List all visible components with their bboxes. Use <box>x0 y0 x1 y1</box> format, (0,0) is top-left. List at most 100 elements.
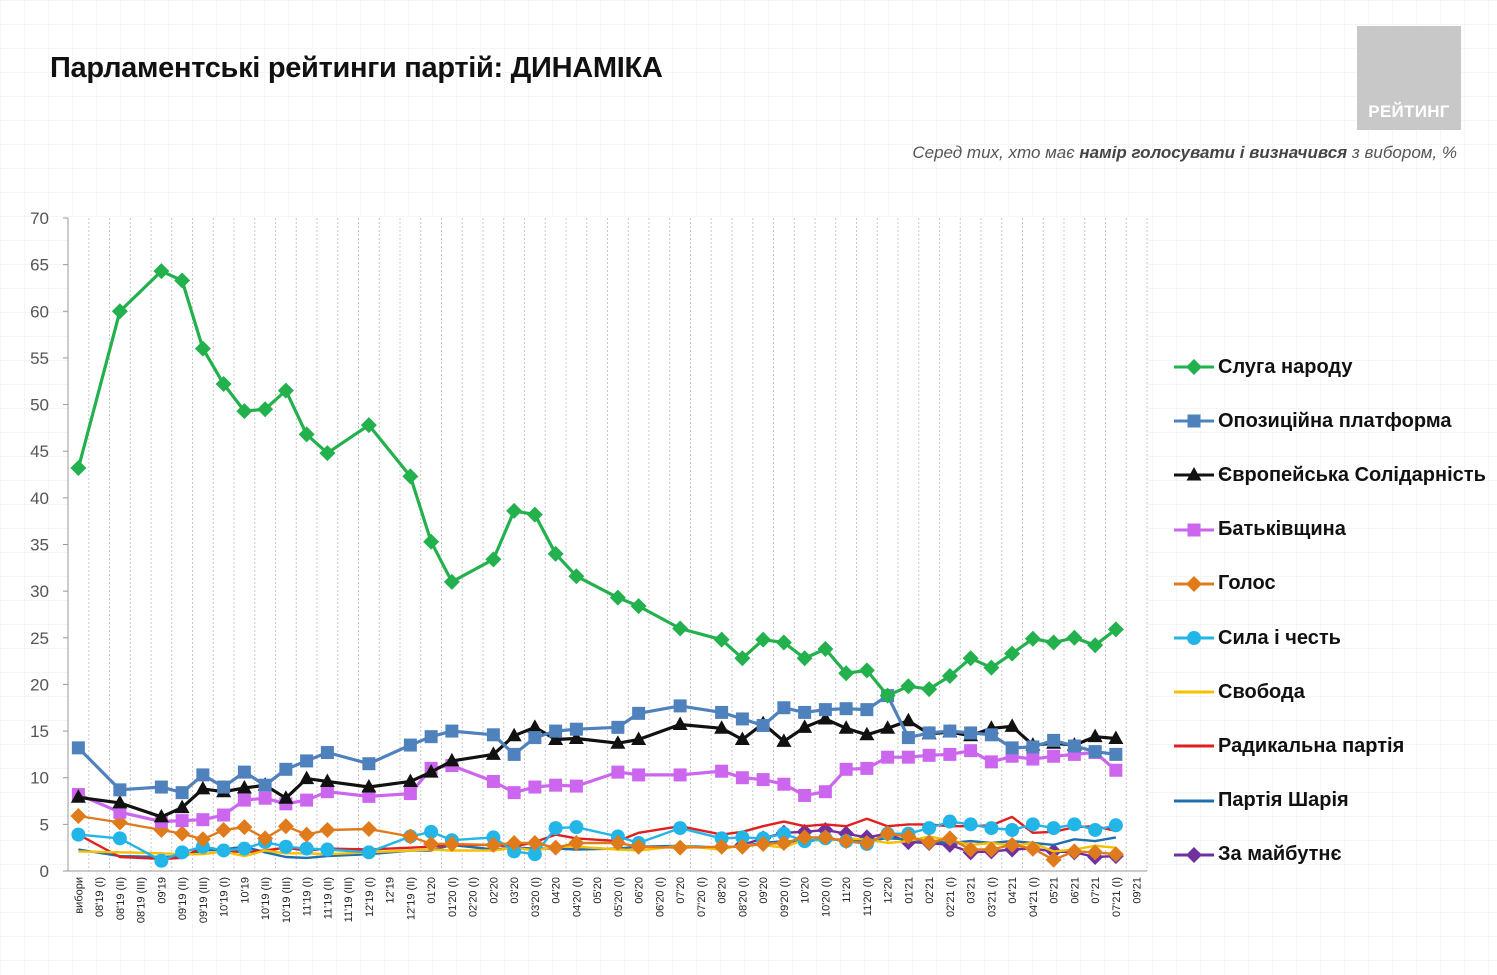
legend-label: Партія Шарія <box>1218 789 1349 812</box>
y-tick-label: 65 <box>30 256 49 275</box>
series-2-point <box>1004 718 1020 732</box>
series-2-point <box>859 726 875 741</box>
series-3-point <box>798 788 812 802</box>
series-5-point <box>548 821 563 836</box>
legend-swatch <box>1174 744 1214 748</box>
legend-label: Слуга народу <box>1218 355 1353 378</box>
series-1-point <box>735 712 749 726</box>
x-tick-label: 11'19 (III) <box>343 877 355 922</box>
series-4-point <box>609 835 626 852</box>
series-3-point <box>528 780 542 794</box>
series-1-point <box>71 741 85 755</box>
legend-swatch <box>1174 799 1214 803</box>
series-0-point <box>921 681 938 698</box>
x-tick-label: 10'20 <box>800 877 812 904</box>
x-tick-label: 12'19 (I) <box>364 877 376 917</box>
x-tick-label: 05'21 <box>1049 877 1061 904</box>
series-1-point <box>632 706 646 720</box>
y-tick-label: 50 <box>30 396 49 415</box>
series-0-point <box>236 403 253 420</box>
x-tick-label: 10'19 (II) <box>260 877 272 920</box>
series-2-point <box>174 799 190 814</box>
x-tick-label: 01'21 <box>903 877 915 904</box>
x-tick-label: 09'19 (III) <box>198 877 210 923</box>
series-1-point <box>839 702 853 716</box>
series-1-point <box>175 786 189 800</box>
series-4-point <box>194 831 211 848</box>
series-1-point <box>320 746 334 760</box>
x-tick-label: 04'20 (I) <box>571 877 583 917</box>
series-1-point <box>237 765 251 779</box>
series-0-point <box>941 668 958 685</box>
y-tick-label: 70 <box>30 209 49 228</box>
series-1-point <box>258 778 272 792</box>
series-0-point <box>402 468 419 485</box>
series-4-point <box>755 835 772 852</box>
series-4-point <box>423 835 440 852</box>
series-0-point <box>526 506 543 523</box>
x-tick-label: 03'20 <box>509 877 521 904</box>
series-0 <box>70 263 1124 704</box>
series-3-point <box>818 785 832 799</box>
series-4-point <box>215 821 232 838</box>
series-0-point <box>111 303 128 320</box>
series-0-point <box>1107 621 1124 638</box>
series-0-point <box>962 650 979 667</box>
series-3-point <box>943 747 957 761</box>
series-1-point <box>1005 741 1019 755</box>
series-4-point <box>900 828 917 845</box>
x-tick-label: 08'19 (I) <box>94 877 106 917</box>
series-2-point <box>236 779 252 794</box>
x-tick-label: 10'19 (I) <box>219 877 231 917</box>
series-3-point <box>113 805 127 819</box>
series-2-point <box>714 720 730 734</box>
x-tick-label: 04'20 <box>551 877 563 904</box>
legend-item: За майбутнє <box>1172 828 1497 882</box>
series-5-point <box>361 845 376 860</box>
legend-swatch-marker <box>1186 575 1202 592</box>
x-tick-label: 11'19 (II) <box>322 877 334 919</box>
series-0-point <box>713 631 730 648</box>
series-3-point <box>175 814 189 828</box>
series-3-point <box>569 779 583 793</box>
series-2-point <box>797 719 813 733</box>
series-1-point <box>964 726 978 740</box>
legend-label: Голос <box>1218 572 1276 595</box>
series-4-point <box>70 807 87 824</box>
series-4-point <box>506 835 523 852</box>
series-4-point <box>236 819 253 836</box>
series-2-point <box>568 730 584 745</box>
series-4-point <box>257 830 274 847</box>
series-2-point <box>1108 730 1124 745</box>
series-0-point <box>609 589 626 606</box>
series-2-point <box>734 731 750 745</box>
series-5-point <box>1025 817 1040 832</box>
legend-item: Свобода <box>1172 665 1497 719</box>
series-5-point <box>984 821 999 836</box>
series-0-point <box>796 650 813 667</box>
series-1-point <box>901 731 915 745</box>
series-4-point <box>921 834 938 851</box>
series-5-point <box>673 821 688 836</box>
series-2-point <box>402 773 418 787</box>
x-tick-label: 03'21 <box>966 877 978 904</box>
series-4-point <box>1066 843 1083 860</box>
series-5-point <box>1005 822 1020 837</box>
series-2-point <box>776 733 792 747</box>
series-4-point <box>817 829 834 846</box>
x-tick-label: 07'21 <box>1090 877 1102 904</box>
x-tick-label: 07'20 (I) <box>696 877 708 917</box>
series-3-point <box>258 791 272 805</box>
series-1-point <box>300 754 314 768</box>
legend-item: Сила і честь <box>1172 611 1497 665</box>
x-tick-label: 02'21 <box>924 877 936 904</box>
series-2-point <box>817 710 833 725</box>
series-1-point <box>1047 733 1061 747</box>
page-title: Парламентські рейтинги партій: ДИНАМІКА <box>50 52 663 84</box>
series-4-point <box>298 826 315 843</box>
x-tick-label: 05'20 <box>592 877 604 904</box>
series-1-point <box>1067 739 1081 753</box>
series-0-point <box>775 634 792 651</box>
x-tick-label: 11'20 <box>841 877 853 903</box>
y-tick-label: 35 <box>30 536 49 555</box>
